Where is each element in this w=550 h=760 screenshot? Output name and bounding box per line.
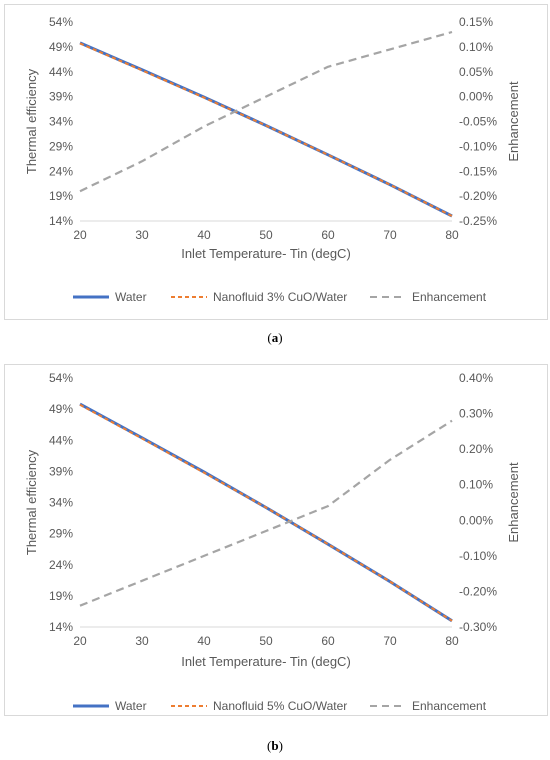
chart-b-legend-label-2: Enhancement (412, 699, 487, 713)
chart-b-y-tick-label: 19% (49, 589, 73, 603)
chart-a-series-2-line (80, 32, 452, 191)
chart-a-y2-tick-label: 0.00% (459, 90, 493, 104)
chart-b-y-tick-label: 44% (49, 433, 73, 447)
chart-a-y2-tick-label: -0.15% (459, 164, 497, 178)
chart-a-x-tick-label: 30 (135, 228, 149, 242)
chart-b-y-tick-label: 24% (49, 558, 73, 572)
chart-b-x-tick-label: 20 (73, 634, 87, 648)
chart-a-legend-label-1: Nanofluid 3% CuO/Water (213, 290, 347, 304)
chart-b-y2-tick-label: -0.30% (459, 620, 497, 634)
chart-b-y-tick-label: 34% (49, 496, 73, 510)
chart-b-y2-axis-title: Enhancement (506, 462, 521, 543)
chart-a-y2-tick-label: 0.10% (459, 40, 493, 54)
caption-a: (a) (0, 330, 550, 346)
chart-b-y-tick-label: 39% (49, 464, 73, 478)
chart-a-y-tick-label: 29% (49, 139, 73, 153)
chart-a-y2-axis-title: Enhancement (506, 81, 521, 162)
chart-a: 14% 19% 24% 29% 34% 39% 44% 49% 54% -0.25% -0.20% -… (5, 5, 547, 319)
chart-a-series-1-line (80, 43, 452, 216)
chart-b-x-tick-label: 80 (445, 634, 459, 648)
chart-a-legend-label-2: Enhancement (412, 290, 487, 304)
chart-a-x-axis-title: Inlet Temperature- Tin (degC) (181, 246, 351, 261)
chart-b-legend-label-0: Water (115, 699, 147, 713)
chart-a-y-tick-label: 24% (49, 164, 73, 178)
chart-b-y-tick-label: 14% (49, 620, 73, 634)
chart-a-x-tick-label: 80 (445, 228, 459, 242)
chart-a-x-tick-label: 60 (321, 228, 335, 242)
chart-b-y2-tick-label: 0.20% (459, 442, 493, 456)
chart-a-x-tick-label: 70 (383, 228, 397, 242)
chart-b-x-tick-label: 70 (383, 634, 397, 648)
chart-b-series-0-line (80, 404, 452, 621)
chart-b-y2-tick-label: -0.10% (459, 549, 497, 563)
chart-b-series-1-line (80, 405, 452, 621)
chart-a-series-0-line (80, 43, 452, 216)
chart-b-y-tick-label: 29% (49, 527, 73, 541)
chart-b-legend-label-1: Nanofluid 5% CuO/Water (213, 699, 347, 713)
chart-panel-b: 14% 19% 24% 29% 34% 39% 44% 49% 54% -0.30% -0.20% -… (4, 364, 548, 716)
chart-b-y-axis-title: Thermal efficiency (24, 449, 39, 555)
chart-a-x-tick-label: 40 (197, 228, 211, 242)
chart-a-y-tick-label: 49% (49, 40, 73, 54)
chart-b-y2-tick-label: -0.20% (459, 584, 497, 598)
chart-a-y-tick-label: 39% (49, 90, 73, 104)
chart-a-y-tick-label: 19% (49, 189, 73, 203)
chart-b-x-tick-label: 50 (259, 634, 273, 648)
caption-b-letter: b (271, 738, 278, 753)
chart-a-y-tick-label: 34% (49, 115, 73, 129)
chart-b-x-axis-title: Inlet Temperature- Tin (degC) (181, 654, 351, 669)
chart-a-x-tick-label: 20 (73, 228, 87, 242)
chart-a-y2-tick-label: -0.20% (459, 189, 497, 203)
chart-b: 14% 19% 24% 29% 34% 39% 44% 49% 54% -0.30% -0.20% -… (5, 365, 547, 715)
chart-b-y2-tick-label: 0.00% (459, 513, 493, 527)
chart-a-y2-tick-label: -0.25% (459, 214, 497, 228)
chart-b-y2-tick-label: 0.10% (459, 478, 493, 492)
chart-a-y2-tick-label: 0.05% (459, 65, 493, 79)
chart-b-y2-tick-label: 0.30% (459, 407, 493, 421)
caption-a-letter: a (272, 330, 279, 345)
chart-b-y2-tick-label: 0.40% (459, 371, 493, 385)
chart-a-y-axis-title: Thermal efficiency (24, 68, 39, 174)
chart-a-y-tick-label: 54% (49, 15, 73, 29)
chart-a-y-tick-label: 14% (49, 214, 73, 228)
caption-b: (b) (0, 738, 550, 754)
chart-b-x-tick-label: 60 (321, 634, 335, 648)
chart-b-x-tick-label: 40 (197, 634, 211, 648)
chart-b-series-2-line (80, 421, 452, 606)
chart-a-y2-tick-label: -0.10% (459, 139, 497, 153)
chart-b-x-tick-label: 30 (135, 634, 149, 648)
chart-b-y-tick-label: 49% (49, 402, 73, 416)
chart-a-y2-tick-label: -0.05% (459, 115, 497, 129)
chart-b-y-tick-label: 54% (49, 371, 73, 385)
chart-a-legend-label-0: Water (115, 290, 147, 304)
chart-panel-a: 14% 19% 24% 29% 34% 39% 44% 49% 54% -0.25% -0.20% -… (4, 4, 548, 320)
chart-a-y-tick-label: 44% (49, 65, 73, 79)
chart-a-y2-tick-label: 0.15% (459, 15, 493, 29)
chart-a-x-tick-label: 50 (259, 228, 273, 242)
